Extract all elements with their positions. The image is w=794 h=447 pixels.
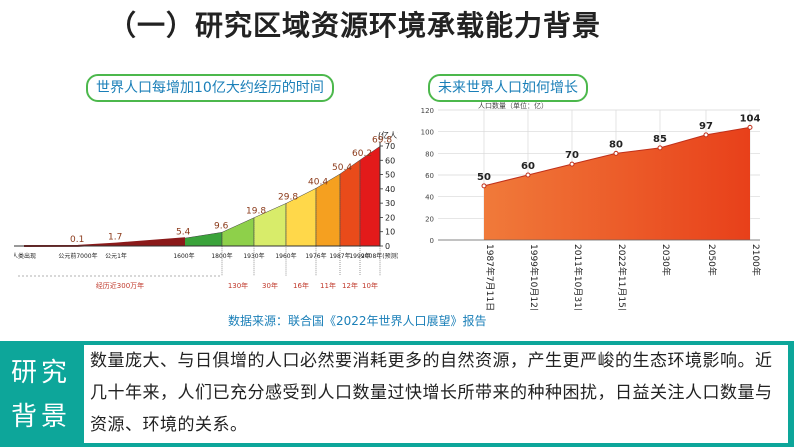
data-label-2: 70 — [565, 150, 579, 161]
x-tick-label-3: 2022年11月15日 — [616, 244, 628, 310]
x-tick-label-4: 1800年 — [211, 252, 232, 260]
data-point-2 — [569, 161, 575, 167]
value-label-3: 5.4 — [176, 227, 191, 237]
value-label-2: 1.7 — [108, 233, 122, 243]
value-label-5: 19.8 — [246, 207, 266, 217]
y-tick-label: 20 — [385, 213, 395, 222]
slide-title: （一）研究区域资源环境承载能力背景 — [108, 9, 602, 42]
value-label-10: 69.8 — [372, 135, 392, 145]
interval-label-5: 12年 — [342, 281, 358, 290]
background-text: 数量庞大、与日俱增的人口必然要消耗更多的自然资源，产生更严峻的生态环境影响。近几… — [84, 345, 788, 443]
x-tick-label-10: 2008年(预测) — [361, 252, 398, 260]
x-tick-label-8: 1987年 — [329, 252, 350, 260]
value-label-8: 50.4 — [332, 163, 352, 173]
interval-label-6: 10年 — [362, 281, 378, 290]
x-tick-label-3: 1600年 — [173, 252, 194, 260]
early-growth-line — [23, 237, 185, 247]
population-area — [484, 127, 750, 240]
background-label-line2: 背景 — [10, 402, 71, 432]
y-tick-label: 50 — [385, 171, 395, 180]
x-tick-label-2: 公元1年 — [105, 252, 127, 260]
x-tick-label-5: 2050年 — [706, 244, 718, 276]
data-label-1: 60 — [521, 161, 535, 172]
data-point-5 — [703, 132, 709, 138]
x-tick-label-6: 1960年 — [275, 252, 296, 260]
background-label: 研究 背景 — [0, 341, 82, 447]
interval-label-3: 16年 — [293, 281, 309, 290]
data-label-6: 104 — [740, 113, 761, 124]
x-tick-label-0: 1987年7月11日 — [484, 244, 496, 310]
value-label-1: 0.1 — [70, 235, 84, 245]
interval-label-2: 30年 — [262, 281, 278, 290]
value-label-7: 40.4 — [308, 177, 328, 187]
x-tick-label-5: 1930年 — [243, 252, 264, 260]
population-milestone-chart: 0 10 20 30 40 50 60 70 (亿人) 0.1 1.7 5.4 9.6 19.8 29.8 4… — [14, 130, 398, 290]
x-tick-label-6: 2100年 — [750, 244, 762, 276]
data-point-0 — [481, 183, 487, 189]
value-label-6: 29.8 — [278, 192, 298, 202]
y-tick-label: 0 — [385, 242, 390, 251]
data-point-6 — [747, 124, 753, 130]
background-text-box: 数量庞大、与日俱增的人口必然要消耗更多的自然资源，产生更严峻的生态环境影响。近几… — [82, 341, 794, 447]
y-axis-label: 人口数量（单位：亿） — [478, 101, 548, 110]
y-tick-label: 60 — [385, 156, 395, 165]
y-tick-label: 80 — [425, 150, 434, 158]
y-tick-label: 40 — [385, 185, 395, 194]
y-tick-label: 20 — [425, 215, 434, 223]
x-tick-label-9: 1999年 — [349, 252, 370, 260]
y-unit-label: (亿人) — [378, 130, 398, 140]
background-label-line1: 研究 — [10, 358, 71, 388]
interval-label-0: 经历近300万年 — [96, 281, 144, 290]
source-note: 数据来源：联合国《2022年世界人口展望》报告 — [228, 314, 487, 328]
data-label-0: 50 — [477, 172, 491, 183]
data-point-4 — [657, 145, 663, 151]
future-population-chart: 0 20 40 60 80 100 120 人口数量（单位：亿） 50 60 70 80 85 97 104… — [421, 101, 762, 310]
x-tick-label-4: 2030年 — [660, 244, 672, 276]
y-tick-label: 10 — [385, 228, 395, 237]
x-tick-label-7: 1976年 — [305, 252, 326, 260]
interval-label-1: 130年 — [228, 281, 248, 290]
data-label-4: 85 — [653, 134, 667, 145]
x-tick-label-1: 公元前7000年 — [58, 252, 97, 260]
y-tick-label: 40 — [425, 194, 434, 202]
value-label-4: 9.6 — [214, 221, 229, 231]
y-tick-label: 30 — [385, 199, 395, 208]
y-tick-label: 120 — [421, 107, 434, 115]
data-point-1 — [525, 172, 531, 178]
value-label-9: 60.2 — [352, 149, 372, 159]
y-tick-label: 100 — [421, 129, 434, 137]
area-segment-9 — [359, 145, 381, 247]
x-tick-label-2: 2011年10月31日 — [572, 244, 584, 310]
right-chart-caption: 未来世界人口如何增长 — [428, 74, 588, 102]
data-label-5: 97 — [699, 121, 713, 132]
data-label-3: 80 — [609, 139, 623, 150]
y-tick-label: 60 — [425, 172, 434, 180]
x-tick-label-0: 人类出现 — [14, 252, 36, 260]
y-tick-label: 70 — [385, 142, 395, 151]
left-chart-caption: 世界人口每增加10亿大约经历的时间 — [86, 74, 334, 102]
y-tick-label: 0 — [430, 237, 434, 245]
data-point-3 — [613, 150, 619, 156]
interval-label-4: 11年 — [320, 281, 336, 290]
x-tick-label-1: 1999年10月12日 — [528, 244, 540, 310]
